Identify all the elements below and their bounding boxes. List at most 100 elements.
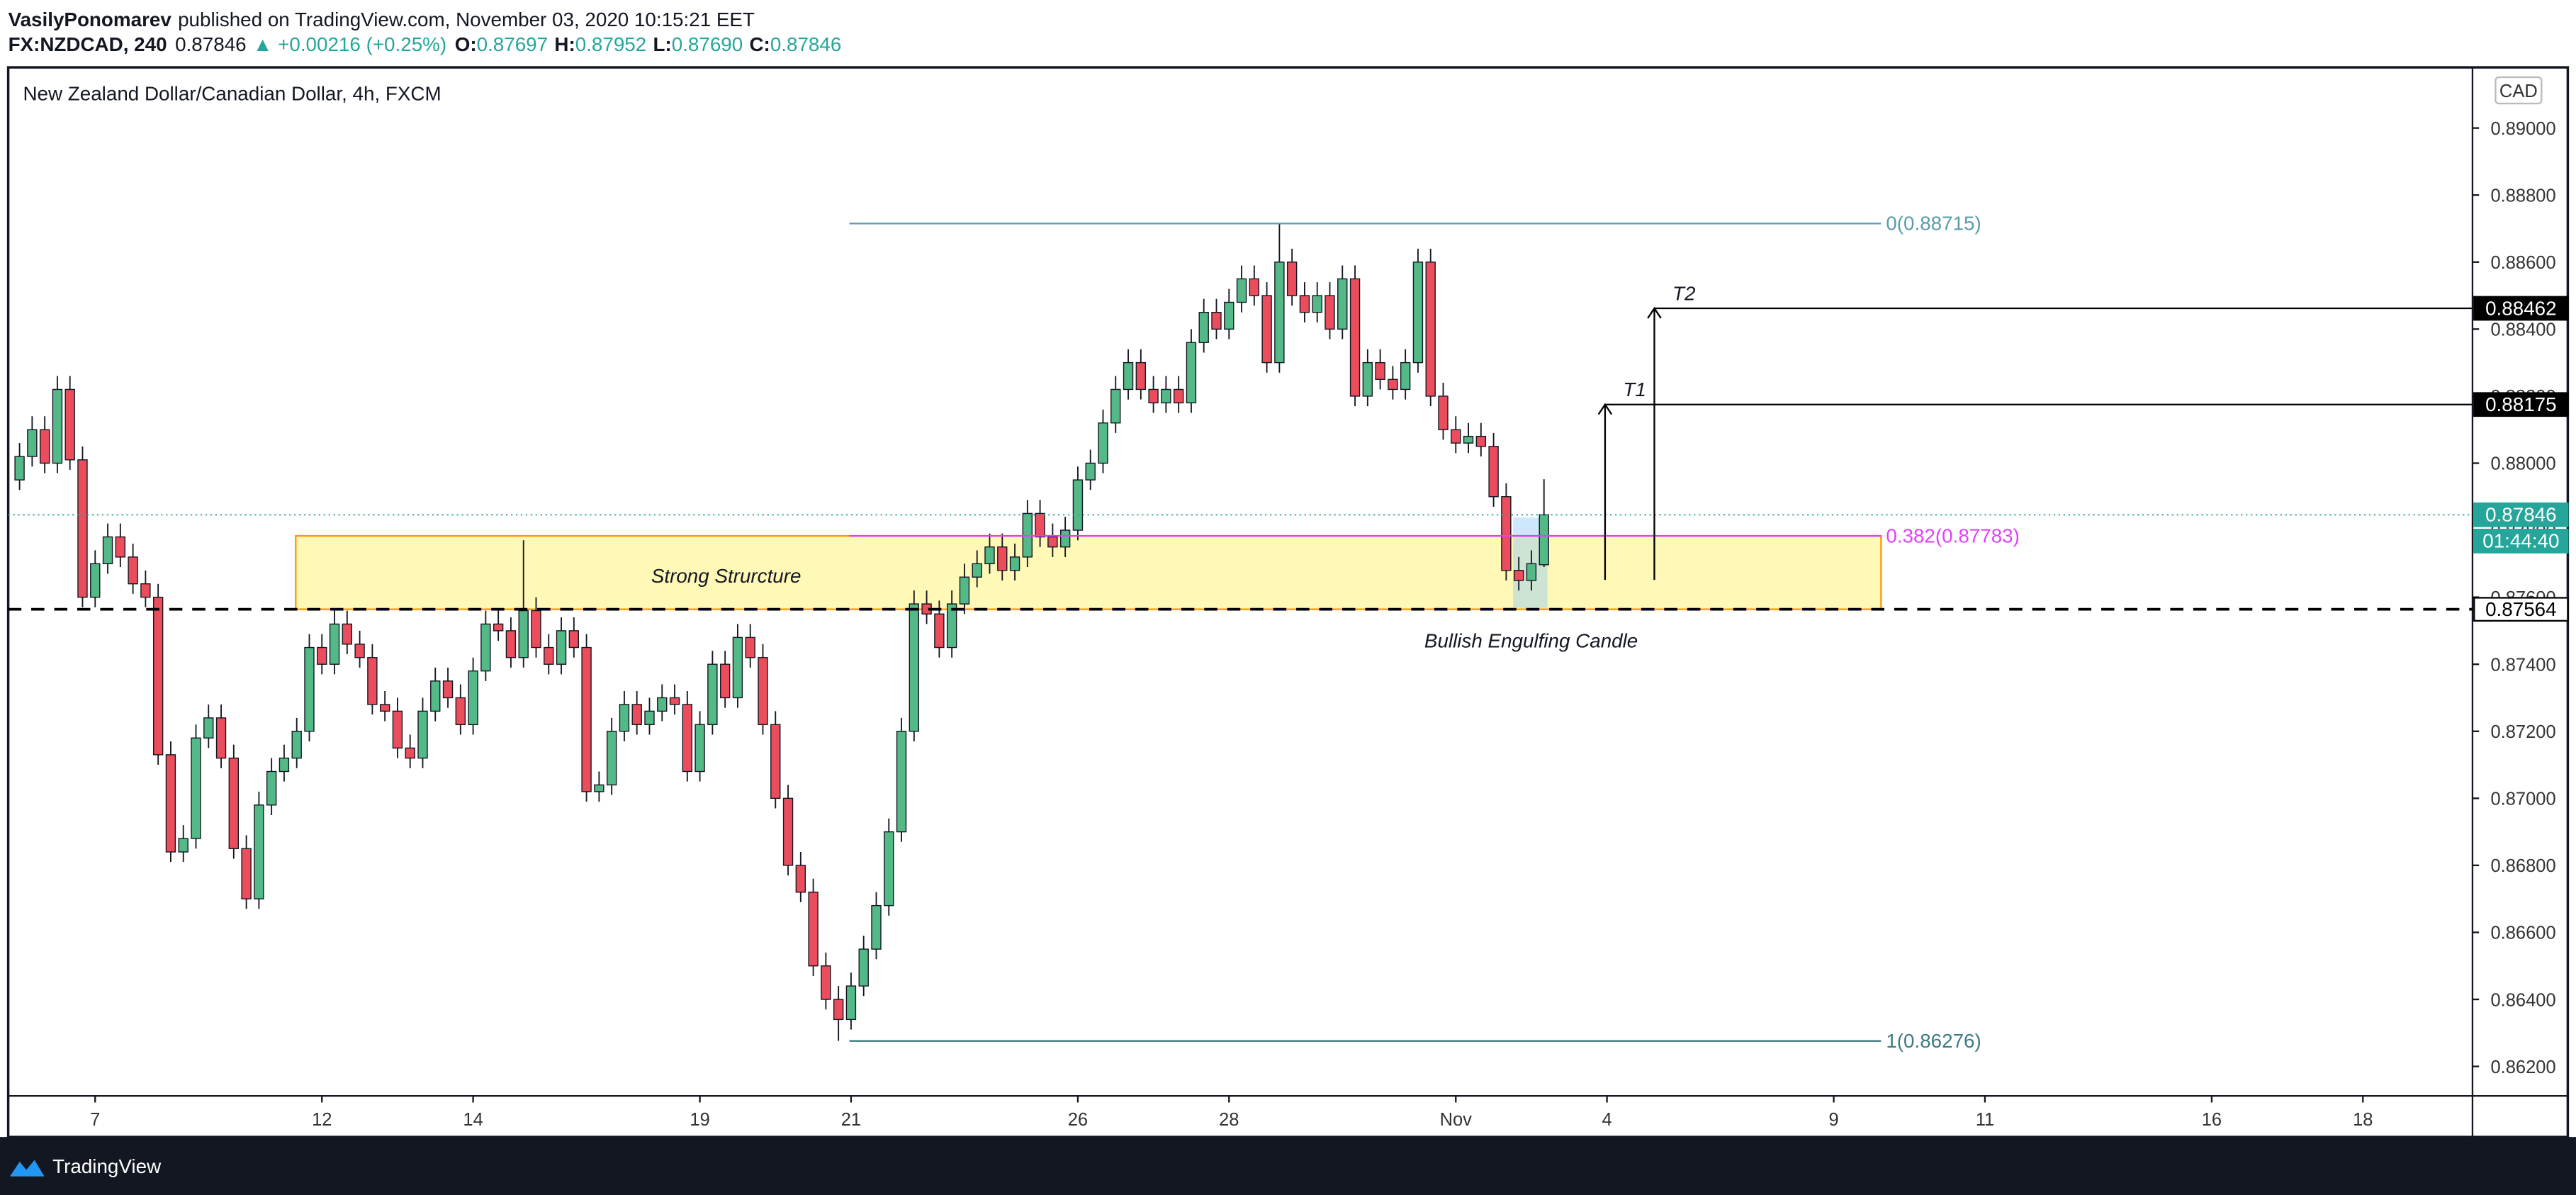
x-tick-label: 21: [841, 1110, 861, 1130]
candle-body: [997, 546, 1008, 571]
candle-body: [1513, 570, 1524, 581]
candle-body: [39, 429, 50, 464]
y-tick-label: 0.87000: [2490, 790, 2555, 809]
candle-body: [329, 623, 340, 665]
candle-body: [984, 546, 995, 565]
publish-line: VasilyPonomarev published on TradingView.…: [9, 9, 755, 30]
candle-body: [1236, 278, 1247, 303]
candle-body: [178, 838, 189, 853]
y-tick-label: 0.89000: [2490, 119, 2555, 139]
target-label: T2: [1672, 282, 1696, 304]
arrow-head: [1647, 306, 1662, 319]
candle-body: [1098, 422, 1108, 464]
candle-body: [480, 623, 491, 672]
candle-body: [581, 646, 592, 792]
x-tick-label: 26: [1068, 1110, 1088, 1130]
candle-body: [165, 754, 176, 853]
candle-body: [90, 563, 101, 598]
candle-body: [379, 704, 390, 712]
candle-body: [417, 710, 428, 759]
fib-label: 0(0.88715): [1886, 213, 1981, 235]
author: VasilyPonomarev: [9, 9, 172, 30]
candle-body: [1375, 361, 1385, 380]
fib-label: 1(0.86276): [1886, 1030, 1981, 1052]
candle-body: [1161, 388, 1171, 404]
candle-body: [493, 623, 504, 632]
zone-label: Strong Strurcture: [651, 565, 802, 587]
candle-body: [694, 724, 705, 773]
candle-body: [14, 456, 25, 481]
candle-body: [1388, 378, 1398, 391]
last-price: 0.87846: [2485, 504, 2556, 526]
ohlc-value: 0.87697: [477, 33, 548, 55]
ohlc-label: L:: [653, 33, 671, 55]
candle-body: [556, 630, 567, 665]
y-tick-label: 0.88800: [2490, 186, 2555, 206]
y-tick-label: 0.86800: [2490, 856, 2555, 876]
countdown-box: [2473, 529, 2569, 554]
candle-body: [1324, 295, 1335, 330]
candle-body: [884, 831, 894, 907]
candle-body: [1488, 446, 1499, 498]
target-label: T1: [1623, 378, 1646, 400]
footer-bar: [0, 1137, 2576, 1195]
candle-body: [682, 704, 693, 773]
candle-body: [342, 623, 353, 645]
ohlc-label: H:: [554, 33, 575, 55]
candle-body: [430, 680, 441, 712]
candle-body: [1362, 361, 1373, 397]
candle-body: [896, 731, 907, 833]
candle-body: [1286, 262, 1298, 296]
currency: CAD: [2499, 82, 2538, 101]
candle-body: [1135, 361, 1147, 391]
y-tick-label: 0.88000: [2490, 454, 2555, 474]
candle-body: [505, 630, 517, 658]
candle-body: [191, 737, 201, 839]
candle-body: [972, 563, 982, 578]
candle-body: [317, 646, 327, 665]
target-price-box: [2473, 392, 2569, 417]
fib-label: 0.382(0.87783): [1886, 524, 2020, 546]
candle-body: [266, 770, 277, 806]
ohlc-label: C:: [749, 33, 770, 55]
ohlc-value: 0.87690: [672, 33, 743, 55]
x-tick-label: Nov: [1440, 1110, 1473, 1130]
candle-body: [405, 747, 415, 759]
y-tick-label: 0.88600: [2490, 253, 2555, 273]
candle-body: [1047, 536, 1058, 548]
candle-body: [657, 697, 668, 712]
candle-body: [745, 636, 755, 658]
x-tick-label: 12: [312, 1110, 332, 1130]
candle-body: [392, 710, 403, 749]
candle-body: [1451, 429, 1461, 444]
candle-body: [140, 583, 151, 598]
countdown: 01:44:40: [2482, 530, 2559, 552]
candle-body: [1110, 388, 1121, 424]
x-tick-label: 4: [1602, 1110, 1612, 1130]
target-price-box: [2473, 296, 2569, 321]
candle-body: [719, 663, 731, 699]
candle-body: [1337, 278, 1348, 330]
candle-body: [1148, 388, 1159, 404]
candle-body: [1123, 361, 1134, 391]
candle-body: [1186, 342, 1197, 404]
x-tick-label: 9: [1829, 1110, 1839, 1130]
price: 0.87846: [175, 33, 246, 55]
candle-body: [946, 603, 957, 649]
quote-line: FX:NZDCAD, 240 0.87846 ▲ +0.00216 (+0.25%)…: [9, 33, 842, 55]
candle-body: [1072, 479, 1084, 531]
candle-body: [1400, 361, 1411, 391]
candle-body: [1463, 435, 1474, 444]
candle-body: [228, 757, 240, 849]
x-tick-label: 28: [1219, 1110, 1239, 1130]
x-tick-label: 19: [690, 1110, 709, 1130]
candle-body: [1224, 301, 1234, 330]
candle-body: [631, 704, 642, 725]
candle-body: [1274, 262, 1285, 364]
candle-body: [644, 710, 655, 725]
candle-body: [1009, 556, 1020, 571]
candle-body: [845, 985, 857, 1021]
chart-title: New Zealand Dollar/Canadian Dollar, 4h, …: [23, 82, 441, 104]
candle-body: [102, 536, 113, 565]
